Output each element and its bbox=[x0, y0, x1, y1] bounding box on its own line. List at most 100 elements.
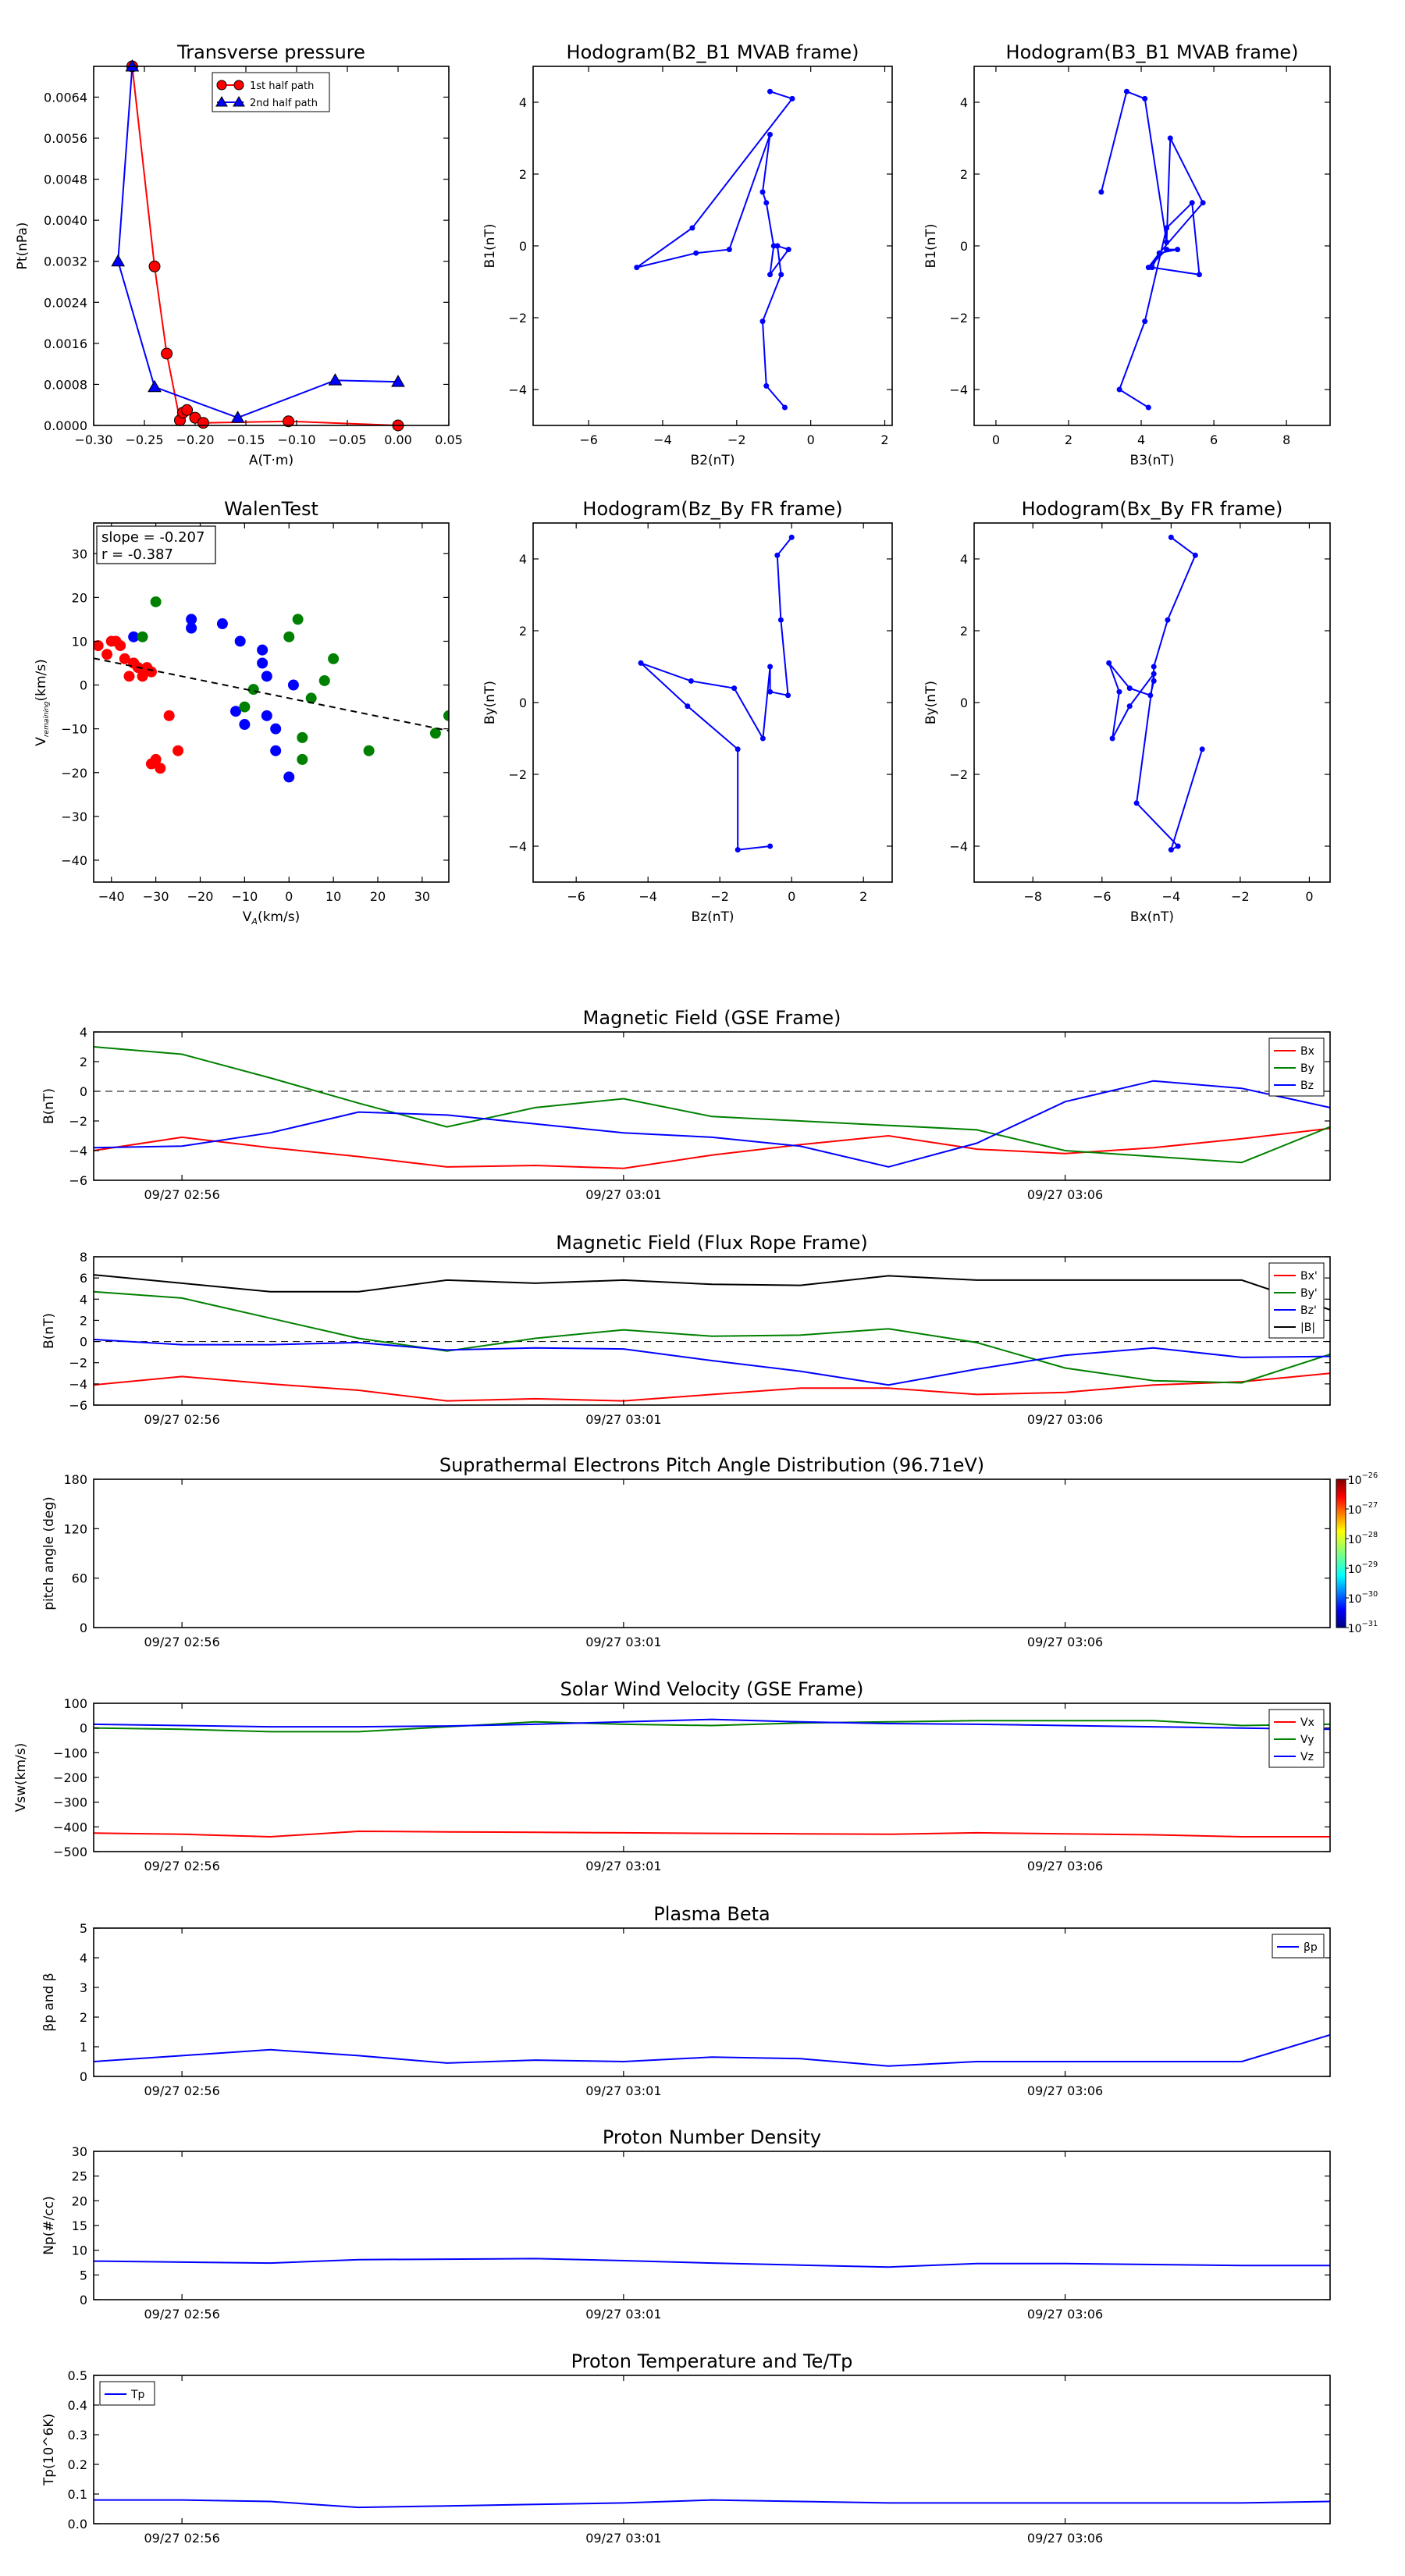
x-axis-label: B3(nT) bbox=[1130, 453, 1175, 468]
x-tick-label: 30 bbox=[414, 889, 430, 904]
x-tick-label: 2 bbox=[880, 432, 888, 447]
x-tick-label: 4 bbox=[1137, 432, 1145, 447]
x-tick-label: 10 bbox=[325, 889, 341, 904]
x-tick-label: 09/27 02:56 bbox=[144, 2307, 219, 2322]
plot-frame bbox=[93, 1256, 1331, 1406]
y-tick-label: 0.0000 bbox=[44, 418, 87, 433]
legend-label: Bx' bbox=[1300, 1270, 1318, 1283]
y-tick-label: 2 bbox=[519, 167, 527, 182]
y-tick-label: −500 bbox=[53, 1845, 87, 1859]
x-tick-label: 09/27 03:01 bbox=[585, 2083, 661, 2098]
legend-label: Vz bbox=[1300, 1751, 1314, 1763]
slope-annotation: slope = -0.207 bbox=[101, 529, 205, 546]
x-tick-label: 09/27 03:06 bbox=[1027, 2531, 1103, 2546]
y-tick-label: 60 bbox=[72, 1571, 87, 1586]
y-tick-label: −400 bbox=[53, 1820, 87, 1834]
fit-line bbox=[94, 657, 449, 732]
data-point bbox=[1145, 265, 1151, 271]
x-tick-label: −10 bbox=[231, 889, 258, 904]
data-point bbox=[1151, 678, 1157, 684]
y-tick-label: 0.0064 bbox=[44, 90, 87, 105]
series-line-By' bbox=[94, 1290, 1330, 1384]
y-tick-label: 0 bbox=[80, 1084, 87, 1099]
data-point bbox=[287, 679, 299, 691]
y-tick-label: 5 bbox=[80, 1921, 87, 1936]
y-tick-label: 0.5 bbox=[68, 2368, 87, 2383]
data-point bbox=[1151, 664, 1157, 670]
series-line-Np bbox=[94, 2258, 1330, 2268]
y-tick-label: 8 bbox=[80, 1250, 87, 1265]
y-tick-label: 2 bbox=[80, 1055, 87, 1069]
y-tick-label: 0 bbox=[80, 2293, 87, 2307]
y-tick-label: 0 bbox=[519, 696, 527, 710]
data-point bbox=[1192, 552, 1198, 558]
y-tick-label: −10 bbox=[61, 722, 87, 737]
plot-area bbox=[94, 2258, 1330, 2268]
data-point bbox=[785, 692, 791, 699]
y-tick-label: 0 bbox=[80, 1335, 87, 1350]
plot-area bbox=[94, 2033, 1330, 2067]
y-tick-label: 2 bbox=[80, 2010, 87, 2025]
data-point bbox=[688, 678, 694, 684]
x-axis-label: Bx(nT) bbox=[1130, 909, 1174, 925]
plot-frame bbox=[93, 2151, 1331, 2300]
data-point bbox=[759, 189, 766, 195]
x-tick-label: 0 bbox=[285, 889, 293, 904]
data-point bbox=[261, 671, 272, 682]
data-point bbox=[257, 644, 269, 656]
data-point bbox=[270, 723, 282, 735]
data-point bbox=[1116, 386, 1122, 393]
data-point bbox=[1147, 692, 1154, 699]
legend-label: βp bbox=[1304, 1941, 1318, 1954]
chart-h4: Hodogram(Bx_By FR frame) −8 −6 −4 −2 0 −4 −2 0 2 4… bbox=[923, 498, 1331, 925]
hodogram-line bbox=[640, 536, 792, 851]
data-point bbox=[1196, 272, 1202, 278]
y-tick-label: 2 bbox=[960, 167, 968, 182]
chart-walen: WalenTest −40 −30 −20 −10 0 10 20 30 −40 −30 −20 −10… bbox=[34, 498, 450, 927]
series-line-circle bbox=[131, 66, 399, 425]
chart-title: Magnetic Field (Flux Rope Frame) bbox=[556, 1232, 867, 1254]
data-point bbox=[125, 59, 140, 72]
x-tick-label: 09/27 03:06 bbox=[1027, 2083, 1103, 2098]
plot-frame bbox=[532, 66, 893, 426]
y-tick-label: −6 bbox=[69, 1398, 87, 1413]
y-tick-label: 20 bbox=[72, 590, 87, 605]
y-tick-label: 0.0032 bbox=[44, 254, 87, 269]
data-point bbox=[283, 771, 295, 783]
colorbar-label: 10−31 bbox=[1348, 1620, 1378, 1635]
chart-title: Hodogram(Bx_By FR frame) bbox=[1022, 498, 1283, 520]
data-point bbox=[429, 728, 441, 739]
x-tick-label: −6 bbox=[579, 432, 598, 447]
data-point bbox=[689, 225, 695, 231]
y-axis-label: βp and β bbox=[41, 1973, 57, 2031]
chart-pad: Suprathermal Electrons Pitch Angle Distr… bbox=[41, 1454, 1378, 1649]
x-tick-label: −4 bbox=[638, 889, 657, 904]
x-tick-label: 09/27 02:56 bbox=[144, 2083, 219, 2098]
data-point bbox=[1165, 617, 1171, 623]
data-point bbox=[239, 701, 251, 713]
colorbar-label: 10−30 bbox=[1348, 1590, 1378, 1606]
x-tick-label: 09/27 02:56 bbox=[144, 1859, 219, 1873]
data-point bbox=[693, 250, 699, 256]
chart-bgse: Magnetic Field (GSE Frame) 09/27 02:56 09/… bbox=[41, 1007, 1331, 1202]
y-tick-label: −4 bbox=[69, 1144, 87, 1158]
x-tick-label: −30 bbox=[143, 889, 169, 904]
y-axis-label: B(nT) bbox=[41, 1313, 57, 1349]
legend-label: 2nd half path bbox=[250, 98, 318, 109]
colorbar-label: 10−28 bbox=[1348, 1531, 1378, 1546]
colorbar-label: 10−27 bbox=[1348, 1501, 1378, 1517]
data-point bbox=[1142, 318, 1148, 325]
y-axis-label: Vsw(km/s) bbox=[13, 1743, 29, 1813]
x-tick-label: −0.20 bbox=[176, 432, 214, 447]
legend-label: 1st half path bbox=[250, 80, 314, 92]
legend-box bbox=[212, 72, 330, 112]
x-tick-label: −2 bbox=[727, 432, 746, 447]
data-point bbox=[767, 131, 774, 137]
data-point bbox=[767, 272, 774, 278]
x-tick-label: −0.10 bbox=[277, 432, 315, 447]
plot-area bbox=[94, 1718, 1330, 1838]
x-tick-label: −40 bbox=[98, 889, 125, 904]
data-point bbox=[150, 753, 162, 765]
data-point bbox=[163, 710, 175, 721]
plot-frame bbox=[93, 1927, 1331, 2077]
